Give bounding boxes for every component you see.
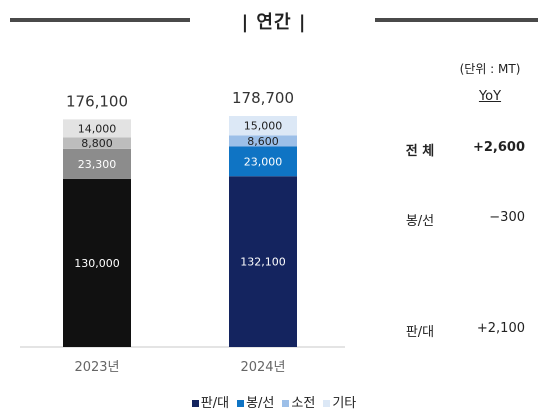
unit-note: (단위 : MT)	[459, 62, 521, 76]
legend-swatch	[282, 400, 290, 407]
total-label: 176,100	[66, 92, 128, 110]
yoy-header: YoY	[478, 89, 502, 104]
yoy-label-total: 전 체	[405, 144, 435, 159]
segment-label: 14,000	[78, 122, 117, 135]
legend-item: 소전	[282, 392, 315, 411]
bar-segment	[229, 135, 297, 147]
legend-swatch	[323, 400, 331, 407]
title-rule-right	[375, 18, 538, 22]
legend-swatch	[191, 400, 199, 407]
legend-label: 소전	[291, 396, 316, 411]
legend-item: 기타	[323, 392, 356, 411]
segment-label: 23,300	[78, 158, 117, 171]
chart-legend: 판/대 봉/선 소전 기타	[0, 392, 548, 411]
bar-segment	[229, 176, 297, 347]
bar-segment	[63, 178, 131, 347]
bar-segment	[63, 119, 131, 138]
legend-item: 봉/선	[237, 392, 274, 411]
x-tick-label: 2024년	[240, 360, 285, 375]
yoy-value-total: +2,600	[472, 140, 525, 155]
chart-title: | 연간 |	[241, 12, 307, 33]
segment-label: 23,000	[244, 155, 283, 168]
yoy-label-bar-wire: 봉/선	[405, 214, 435, 229]
segment-label: 132,100	[240, 256, 286, 269]
legend-item: 판/대	[191, 392, 230, 411]
legend-label: 기타	[332, 396, 357, 411]
total-label: 178,700	[232, 89, 294, 107]
yoy-label-plate: 판/대	[405, 325, 435, 340]
segment-label: 8,600	[247, 135, 279, 148]
yoy-value-plate: +2,100	[476, 321, 525, 336]
legend-swatch	[237, 400, 245, 407]
title-rule-left	[10, 18, 190, 22]
legend-label: 판/대	[200, 396, 230, 411]
bar-segment	[229, 116, 297, 136]
yoy-value-bar-wire: −300	[489, 210, 525, 225]
legend-label: 봉/선	[246, 396, 275, 411]
segment-label: 15,000	[244, 120, 283, 133]
bar-segment	[63, 137, 131, 149]
bar-segment	[229, 146, 297, 177]
bar-segment	[63, 148, 131, 179]
x-tick-label: 2023년	[74, 360, 119, 375]
segment-label: 130,000	[74, 257, 120, 270]
segment-label: 8,800	[81, 137, 113, 150]
